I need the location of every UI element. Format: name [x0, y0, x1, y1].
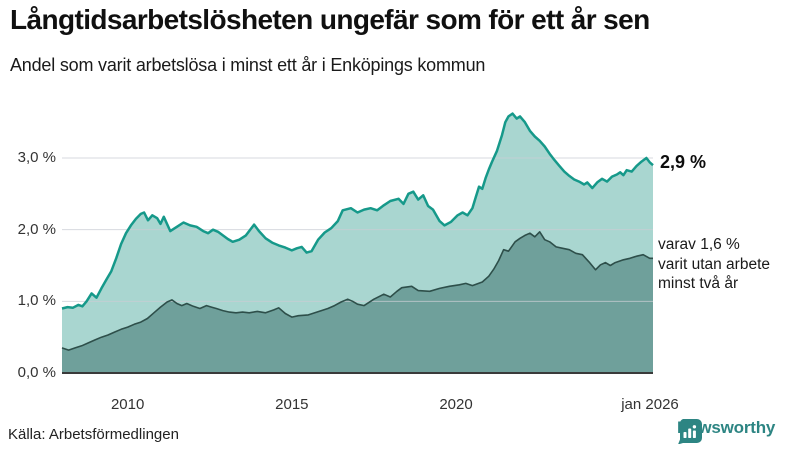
chart-title: Långtidsarbetslösheten ungefär som för e…	[10, 4, 650, 35]
source-note: Källa: Arbetsförmedlingen	[8, 426, 179, 443]
newsworthy-icon	[678, 419, 702, 444]
series-total-line	[61, 112, 654, 310]
x-tick-label: jan 2026	[621, 396, 679, 413]
y-tick-label: 2,0 %	[17, 220, 56, 238]
annotation-latest-value: 2,9 %	[660, 152, 707, 172]
series-two-year-line	[61, 231, 653, 351]
series-two-year-area	[62, 231, 653, 373]
newsworthy-logo[interactable]: Newsworthy	[677, 418, 775, 444]
chart-subtitle: Andel som varit arbetslösa i minst ett å…	[10, 55, 486, 75]
annotation-two-year-value: varav 1,6 % varit utan arbete minst två …	[658, 236, 771, 292]
x-tick-label: 2015	[275, 396, 309, 413]
y-tick-label: 3,0 %	[17, 148, 56, 166]
x-tick-label: 2010	[110, 396, 145, 413]
y-tick-label: 1,0 %	[17, 292, 56, 310]
x-tick-label: 2020	[439, 396, 473, 413]
y-tick-label: 0,0 %	[17, 364, 56, 381]
gridlines	[62, 157, 653, 302]
